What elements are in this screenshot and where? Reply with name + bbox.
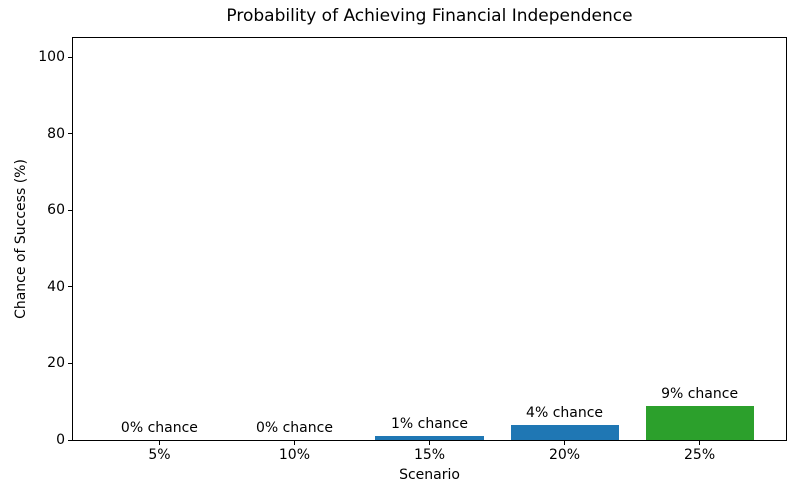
x-tick-mark (429, 441, 430, 445)
y-tick-mark (68, 56, 72, 58)
y-tick-label: 20 (47, 355, 65, 372)
y-tick-label: 100 (38, 49, 65, 66)
bar (645, 405, 754, 440)
bar-value-label: 0% chance (255, 420, 333, 436)
x-tick-label: 10% (278, 447, 311, 463)
x-tick-label: 5% (148, 447, 171, 463)
x-tick-label: 25% (684, 447, 716, 463)
chart-title: Probability of Achieving Financial Indep… (226, 6, 633, 26)
plot-area: 0 20 40 60 80 100 5% 0% chance 10% 0% chance 15% 1%… (38, 37, 787, 462)
bar (375, 436, 484, 440)
y-tick-mark (68, 362, 72, 364)
y-tick-label: 60 (47, 202, 65, 219)
y-tick-mark (68, 133, 72, 135)
y-tick-label: 0 (56, 432, 65, 448)
bar (510, 424, 619, 440)
y-tick-label: 80 (47, 125, 65, 142)
x-tick-mark (699, 441, 701, 445)
x-tick-mark (564, 441, 566, 445)
bar-value-label: 4% chance (526, 404, 604, 421)
y-tick-label: 40 (47, 278, 65, 295)
y-tick-mark (68, 209, 72, 211)
y-tick-mark (68, 286, 72, 288)
y-tick-mark (68, 439, 72, 441)
y-axis-label: Chance of Success (%) (13, 159, 29, 319)
x-tick-mark (158, 441, 160, 445)
bar-value-label: 0% chance (120, 420, 198, 436)
x-axis-label: Scenario (399, 467, 460, 483)
bar-value-label: 9% chance (661, 385, 739, 402)
x-tick-mark (293, 441, 295, 445)
bar-value-label: 1% chance (391, 416, 468, 433)
x-tick-label: 20% (548, 447, 581, 463)
x-tick-label: 15% (413, 447, 446, 463)
